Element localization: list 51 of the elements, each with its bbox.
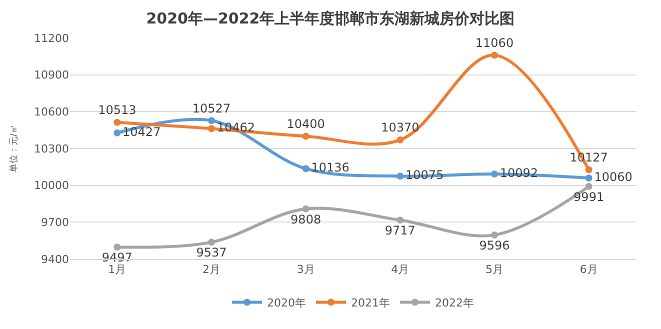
point	[491, 231, 498, 238]
data-label: 10370	[381, 120, 420, 135]
x-tick-label: 1月	[108, 263, 126, 276]
y-tick-label: 10900	[34, 68, 69, 82]
x-tick-label: 5月	[486, 263, 504, 276]
y-tick-label: 11200	[34, 32, 69, 45]
y-tick-label: 10600	[34, 106, 69, 119]
point	[114, 118, 121, 126]
point	[114, 129, 121, 136]
data-label: 11060	[475, 36, 514, 50]
data-label: 10513	[98, 102, 136, 117]
point	[302, 132, 310, 140]
y-axis-title: 单位：元/㎡	[8, 124, 20, 173]
point	[491, 170, 498, 178]
point	[585, 174, 592, 182]
legend-label: 2020年	[267, 296, 306, 310]
point	[396, 216, 404, 224]
data-label: 10527	[192, 101, 231, 116]
point	[302, 205, 310, 212]
legend-label: 2021年	[351, 296, 390, 310]
data-label: 10400	[286, 116, 325, 131]
y-tick-label: 9400	[41, 252, 69, 266]
data-label: 9991	[574, 190, 604, 204]
legend-label: 2022年	[435, 296, 474, 310]
point	[585, 166, 592, 174]
x-tick-label: 3月	[296, 263, 315, 276]
x-tick-label: 2月	[202, 263, 220, 276]
data-label: 9717	[384, 223, 416, 238]
point	[491, 52, 498, 59]
point	[208, 117, 215, 124]
y-tick-label: 10300	[34, 142, 69, 156]
chart-title: 2020年—2022年上半年度邯郸市东湖新城房价对比图	[146, 10, 515, 28]
point	[396, 136, 404, 144]
point	[208, 125, 215, 132]
point	[396, 172, 404, 180]
data-label: 10060	[594, 170, 632, 184]
data-label: 10075	[406, 168, 444, 182]
x-tick-label: 4月	[391, 263, 410, 276]
data-label: 9808	[290, 212, 322, 226]
y-tick-label: 9700	[41, 216, 69, 230]
data-label: 9596	[479, 238, 510, 252]
data-label: 10427	[122, 124, 161, 139]
data-label: 10092	[500, 166, 538, 180]
data-label: 10136	[311, 160, 350, 175]
point	[114, 244, 121, 251]
y-tick-label: 10000	[34, 179, 69, 192]
data-label: 9537	[196, 246, 227, 260]
x-tick-label: 6月	[580, 263, 598, 276]
point	[208, 238, 215, 246]
point	[302, 165, 310, 172]
point	[585, 182, 592, 190]
